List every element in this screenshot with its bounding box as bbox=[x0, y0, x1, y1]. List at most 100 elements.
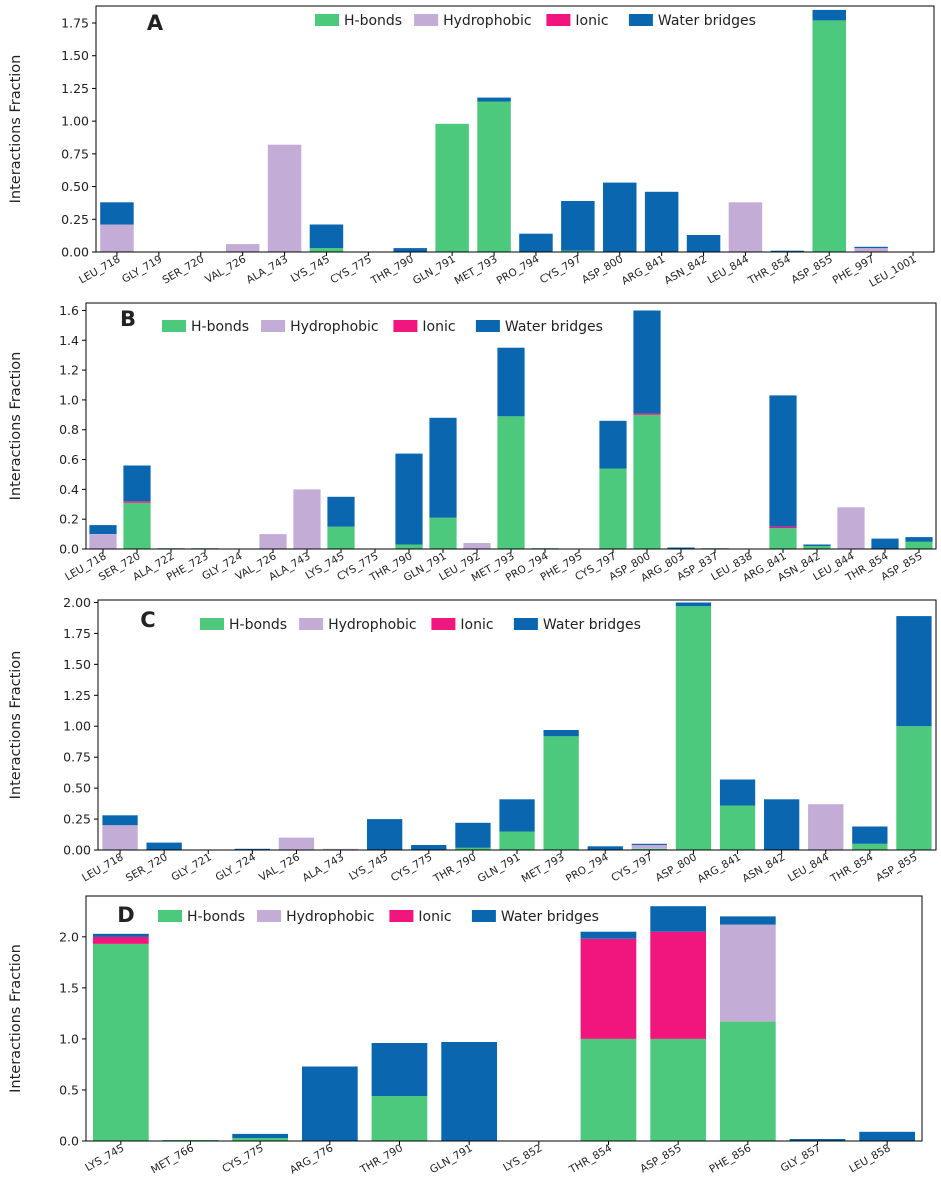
legend-swatch-ionic bbox=[393, 320, 418, 332]
bar-b-arg-841-water bbox=[769, 395, 797, 527]
y-tick-label: 1.25 bbox=[63, 688, 91, 703]
bar-a-asn-842-water bbox=[686, 235, 721, 252]
plot-frame bbox=[97, 599, 937, 851]
bar-c-thr-854-water bbox=[852, 826, 888, 844]
bar-b-asp-800-hbonds bbox=[633, 414, 661, 549]
legend-label-ionic: Ionic bbox=[460, 617, 493, 633]
bar-b-ser-720-hbonds bbox=[123, 502, 151, 549]
bar-b-cys-797-water bbox=[599, 420, 627, 469]
y-tick-label: 0.75 bbox=[63, 750, 91, 765]
bar-c-ala-743-hydrophobic bbox=[322, 848, 359, 850]
bar-d-phe-856-hbonds bbox=[720, 1021, 776, 1141]
legend-label-hbonds: H-bonds bbox=[187, 909, 245, 925]
x-tick-label: GLY_719 bbox=[120, 253, 164, 286]
panel-label: D bbox=[117, 903, 134, 927]
y-axis-label: Interactions Fraction bbox=[8, 651, 24, 800]
bar-c-asp-855-water bbox=[896, 616, 932, 727]
bar-d-asp-855-hbonds bbox=[650, 1038, 706, 1141]
bar-b-ser-720-water bbox=[123, 465, 151, 502]
x-tick-label: MET_793 bbox=[520, 851, 567, 885]
bar-b-arg-841-ionic bbox=[769, 526, 797, 529]
x-tick-label: CYS_775 bbox=[220, 1142, 265, 1175]
bar-d-cys-775-water bbox=[232, 1133, 288, 1138]
plot-frame bbox=[85, 895, 923, 1142]
legend-swatch-hydrophobic bbox=[299, 618, 324, 630]
bar-b-asp-855-water bbox=[905, 537, 933, 542]
bar-a-pro-794-water bbox=[519, 233, 553, 252]
x-tick-label: ARG_841 bbox=[620, 253, 667, 287]
x-tick-label: VAL_726 bbox=[203, 253, 248, 286]
bar-a-cys-797-water bbox=[561, 201, 595, 251]
x-tick-label: CYS_797 bbox=[538, 253, 583, 286]
bar-c-lys-745-water bbox=[367, 819, 403, 850]
y-tick-label: 1.25 bbox=[61, 81, 89, 96]
panel-label: A bbox=[147, 11, 164, 35]
bar-b-asp-855-hbonds bbox=[905, 541, 933, 549]
x-tick-label: ASP_855 bbox=[874, 851, 919, 884]
plot-frame bbox=[85, 302, 937, 550]
bar-c-leu-718-water bbox=[102, 815, 138, 826]
y-tick-label: 0.00 bbox=[63, 843, 91, 858]
bar-d-phe-856-water bbox=[720, 916, 776, 925]
x-tick-label: ASP_855 bbox=[789, 253, 834, 286]
bar-a-asp-855-hbonds bbox=[812, 20, 846, 253]
bar-a-met-793-water bbox=[477, 97, 511, 102]
x-tick-label: LEU_858 bbox=[847, 1142, 892, 1175]
bar-a-thr-854-water bbox=[770, 250, 805, 252]
bar-b-gln-791-water bbox=[429, 417, 457, 518]
bar-a-val-726-hydrophobic bbox=[225, 244, 260, 252]
x-tick-label: ASP_855 bbox=[638, 1142, 683, 1175]
bar-b-thr-854-water bbox=[871, 538, 899, 549]
legend-label-hbonds: H-bonds bbox=[344, 13, 402, 29]
x-tick-label: CYS_775 bbox=[328, 253, 373, 286]
x-tick-label: LEU_844 bbox=[706, 253, 752, 286]
bar-d-leu-858-water bbox=[859, 1131, 915, 1141]
bar-a-asp-800-water bbox=[603, 182, 637, 252]
bar-a-arg-841-water bbox=[644, 191, 679, 252]
y-tick-label: 0.0 bbox=[59, 1134, 79, 1149]
y-tick-label: 1.50 bbox=[61, 48, 89, 63]
y-axis-label: Interactions Fraction bbox=[8, 352, 24, 501]
bar-c-arg-841-water bbox=[719, 779, 756, 806]
legend-swatch-water bbox=[471, 910, 496, 922]
y-tick-label: 1.5 bbox=[59, 980, 79, 995]
y-tick-label: 0.50 bbox=[61, 179, 89, 194]
bar-c-cys-797-water bbox=[631, 843, 667, 845]
bar-d-asp-855-ionic bbox=[650, 931, 706, 1039]
bar-c-ser-720-water bbox=[146, 842, 182, 850]
x-tick-label: LEU_1001 bbox=[867, 253, 918, 289]
bar-b-leu-718-hydrophobic bbox=[89, 534, 117, 549]
x-tick-label: MET_766 bbox=[149, 1142, 196, 1176]
x-tick-label: LYS_745 bbox=[83, 1142, 126, 1174]
bar-a-leu-844-hydrophobic bbox=[728, 202, 763, 252]
bar-a-lys-745-hbonds bbox=[309, 248, 344, 252]
bar-a-asp-855-water bbox=[812, 9, 846, 21]
legend-swatch-ionic bbox=[431, 618, 456, 630]
bar-b-cys-797-hbonds bbox=[599, 468, 627, 549]
bar-a-ala-743-hydrophobic bbox=[267, 144, 302, 252]
legend-label-hydrophobic: Hydrophobic bbox=[328, 617, 417, 633]
bar-b-arg-803-water bbox=[667, 547, 695, 549]
x-tick-label: GLN_791 bbox=[476, 851, 523, 885]
legend-label-ionic: Ionic bbox=[575, 13, 608, 29]
bar-c-asp-800-water bbox=[675, 602, 712, 607]
panel-a: LEU_718GLY_719SER_720VAL_726ALA_743LYS_7… bbox=[8, 5, 935, 290]
x-tick-label: LYS_745 bbox=[347, 851, 390, 883]
x-tick-label: PRO_794 bbox=[495, 253, 542, 287]
x-tick-label: CYS_797 bbox=[609, 851, 654, 884]
legend-swatch-ionic bbox=[546, 14, 571, 26]
x-tick-label: GLN_791 bbox=[428, 1142, 475, 1176]
bar-b-val-726-hydrophobic bbox=[259, 534, 287, 549]
bar-b-gln-791-hbonds bbox=[429, 517, 457, 549]
bar-b-leu-844-hydrophobic bbox=[837, 507, 865, 549]
x-tick-label: ALA_743 bbox=[244, 253, 290, 286]
bar-c-leu-718-hydrophobic bbox=[102, 825, 138, 850]
bar-d-lys-745-hbonds bbox=[93, 944, 149, 1141]
x-tick-label: VAL_726 bbox=[257, 851, 302, 884]
legend-swatch-hydrophobic bbox=[257, 910, 282, 922]
bar-b-arg-841-hbonds bbox=[769, 528, 797, 549]
bar-a-leu-718-hydrophobic bbox=[100, 224, 134, 252]
y-axis-label: Interactions Fraction bbox=[8, 55, 24, 204]
y-tick-label: 0.8 bbox=[59, 422, 79, 437]
legend-swatch-water bbox=[475, 320, 500, 332]
